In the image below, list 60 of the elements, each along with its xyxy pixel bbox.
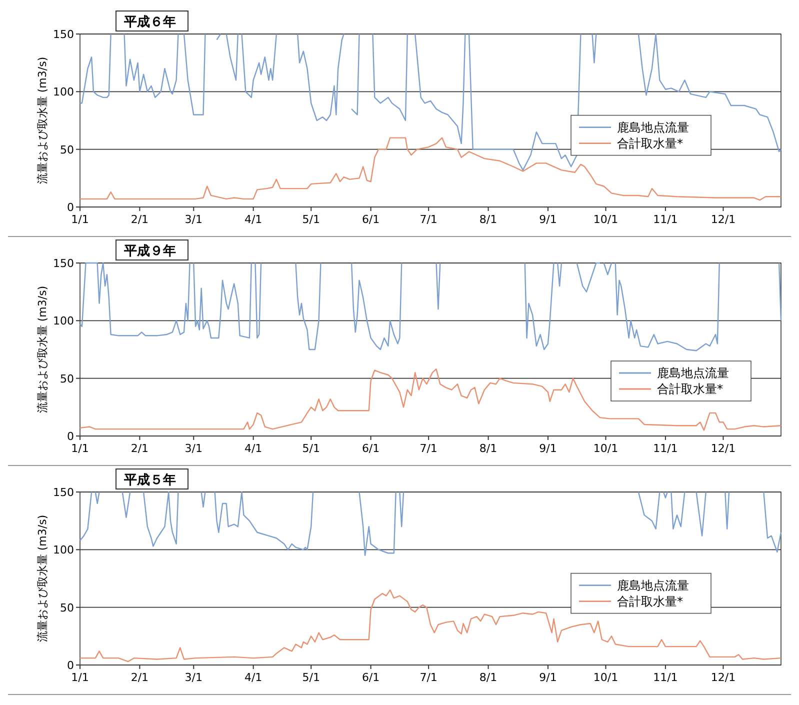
x-tick-label: 6/1 (362, 442, 380, 455)
x-tick-label: 2/1 (130, 671, 149, 684)
y-tick-label: 150 (53, 257, 74, 270)
x-tick-label: 1/1 (71, 213, 89, 226)
x-tick-label: 5/1 (302, 671, 320, 684)
y-tick-label: 50 (60, 601, 74, 614)
y-tick-label: 0 (67, 659, 74, 672)
x-tick-label: 12/1 (710, 671, 736, 684)
x-tick-label: 11/1 (653, 671, 678, 684)
y-tick-label: 100 (53, 314, 74, 328)
legend-label: 鹿島地点流量 (657, 366, 729, 380)
x-tick-label: 8/1 (479, 213, 498, 226)
x-tick-label: 10/1 (593, 442, 618, 455)
y-tick-label: 100 (53, 544, 74, 557)
x-tick-label: 3/1 (184, 671, 202, 684)
x-tick-label: 7/1 (420, 442, 438, 455)
x-tick-label: 9/1 (539, 213, 557, 226)
legend-label: 鹿島地点流量 (617, 578, 689, 592)
x-tick-label: 4/1 (244, 213, 262, 226)
x-tick-label: 9/1 (539, 671, 557, 684)
x-tick-label: 2/1 (130, 213, 149, 226)
x-tick-label: 8/1 (479, 442, 498, 455)
y-tick-label: 50 (60, 372, 74, 386)
x-tick-label: 11/1 (653, 442, 678, 455)
y-tick-label: 0 (67, 430, 74, 443)
y-tick-label: 50 (60, 143, 74, 156)
x-tick-label: 12/1 (710, 213, 736, 226)
y-axis-title: 流量および取水量 (m3/s) (36, 56, 49, 184)
x-tick-label: 5/1 (302, 213, 320, 226)
x-tick-label: 1/1 (71, 442, 89, 455)
x-tick-label: 9/1 (539, 442, 557, 455)
x-tick-label: 2/1 (130, 442, 149, 455)
x-tick-label: 12/1 (710, 442, 736, 455)
x-tick-label: 3/1 (184, 442, 202, 455)
x-tick-label: 3/1 (184, 213, 202, 226)
x-tick-label: 4/1 (244, 671, 262, 684)
x-tick-label: 7/1 (420, 671, 438, 684)
x-tick-label: 8/1 (479, 671, 498, 684)
y-tick-label: 0 (67, 201, 74, 214)
legend-label: 合計取水量* (617, 136, 683, 150)
y-tick-label: 150 (53, 486, 74, 499)
x-tick-label: 4/1 (244, 442, 262, 455)
chart-title: 平成９年 (123, 244, 176, 259)
x-tick-label: 10/1 (593, 213, 618, 226)
y-tick-label: 100 (53, 86, 74, 99)
legend-label: 合計取水量* (617, 594, 683, 608)
x-tick-label: 6/1 (362, 213, 380, 226)
x-tick-label: 5/1 (302, 442, 320, 455)
x-tick-label: 6/1 (362, 671, 380, 684)
y-axis-title: 流量および取水量 (m3/s) (36, 514, 49, 642)
x-tick-label: 7/1 (420, 213, 438, 226)
legend-label: 合計取水量* (657, 382, 723, 396)
y-tick-label: 150 (53, 28, 74, 41)
x-tick-label: 1/1 (71, 671, 89, 684)
y-axis-title: 流量および取水量 (m3/s) (36, 286, 49, 414)
x-tick-label: 10/1 (593, 671, 618, 684)
chart-title: 平成６年 (123, 15, 176, 30)
chart-title: 平成５年 (123, 473, 176, 488)
x-tick-label: 11/1 (653, 213, 678, 226)
legend-label: 鹿島地点流量 (617, 120, 689, 134)
